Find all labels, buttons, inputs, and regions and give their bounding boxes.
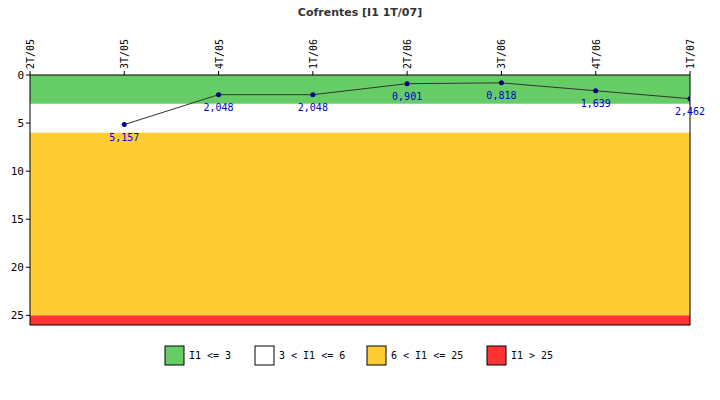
y-tick bbox=[26, 171, 30, 172]
legend-label: 3 < I1 <= 6 bbox=[279, 350, 345, 361]
x-tick bbox=[690, 71, 691, 75]
marker bbox=[310, 92, 315, 97]
data-label: 0,901 bbox=[392, 91, 422, 102]
marker bbox=[216, 92, 221, 97]
x-tick-label: 2T/06 bbox=[402, 39, 413, 69]
data-label: 2,048 bbox=[298, 102, 328, 113]
y-tick-label: 10 bbox=[11, 165, 24, 178]
legend-swatch bbox=[165, 346, 184, 365]
chart: Cofrentes [I1 1T/07] 0 5 10 15 20 25 2T/05 3T/05… bbox=[0, 0, 720, 400]
x-tick bbox=[30, 71, 31, 75]
legend-swatch bbox=[487, 346, 506, 365]
x-tick bbox=[595, 71, 596, 75]
frame bbox=[30, 75, 690, 325]
x-tick-label: 1T/06 bbox=[308, 39, 319, 69]
x-tick-label: 2T/05 bbox=[25, 39, 36, 69]
data-label: 0,818 bbox=[486, 90, 516, 101]
y-tick bbox=[26, 267, 30, 268]
data-label: 1,639 bbox=[581, 98, 611, 109]
data-label: 2,048 bbox=[204, 102, 234, 113]
y-tick bbox=[26, 219, 30, 220]
legend-label: 6 < I1 <= 25 bbox=[391, 350, 463, 361]
legend-label: I1 > 25 bbox=[511, 350, 553, 361]
data-label: 5,157 bbox=[109, 132, 139, 143]
y-tick bbox=[26, 75, 30, 76]
y-tick bbox=[26, 123, 30, 124]
x-tick bbox=[124, 71, 125, 75]
marker bbox=[405, 81, 410, 86]
marker bbox=[499, 80, 504, 85]
y-tick-label: 15 bbox=[11, 213, 24, 226]
legend-swatch bbox=[367, 346, 386, 365]
legend-swatch bbox=[255, 346, 274, 365]
title: Cofrentes [I1 1T/07] bbox=[298, 6, 422, 19]
data-label: 2,462 bbox=[675, 106, 705, 117]
legend-label: I1 <= 3 bbox=[189, 350, 231, 361]
x-tick bbox=[218, 71, 219, 75]
x-tick-label: 3T/06 bbox=[496, 39, 507, 69]
marker bbox=[593, 88, 598, 93]
x-tick-label: 3T/05 bbox=[119, 39, 130, 69]
band bbox=[30, 315, 690, 325]
y-tick-label: 0 bbox=[17, 69, 24, 82]
band bbox=[30, 133, 690, 316]
x-tick-label: 4T/06 bbox=[591, 39, 602, 69]
marker bbox=[122, 122, 127, 127]
y-tick bbox=[26, 315, 30, 316]
y-tick-label: 5 bbox=[17, 117, 24, 130]
plot-area bbox=[30, 75, 690, 325]
x-tick bbox=[312, 71, 313, 75]
y-tick-label: 20 bbox=[11, 261, 24, 274]
line bbox=[124, 83, 690, 125]
y-tick-label: 25 bbox=[11, 309, 24, 322]
x-tick bbox=[407, 71, 408, 75]
x-tick-label: 4T/05 bbox=[214, 39, 225, 69]
x-tick bbox=[501, 71, 502, 75]
x-tick-label: 1T/07 bbox=[685, 39, 696, 69]
